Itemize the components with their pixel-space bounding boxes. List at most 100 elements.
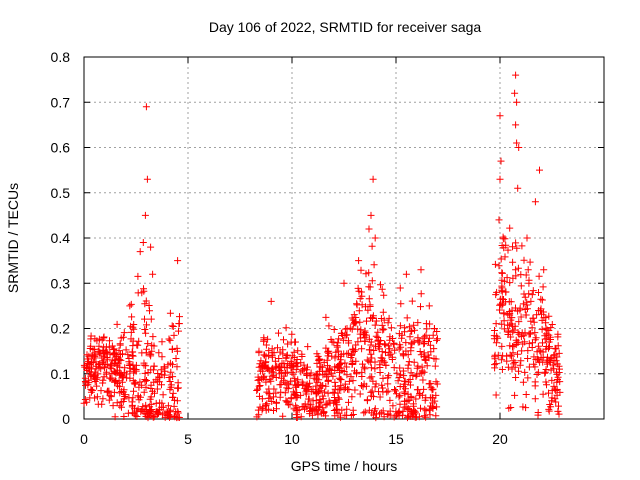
data-point	[422, 331, 430, 339]
data-point	[287, 377, 295, 385]
data-point	[125, 394, 133, 402]
data-point	[500, 277, 508, 285]
data-point	[86, 394, 94, 402]
data-point	[513, 98, 521, 106]
data-point	[116, 351, 124, 358]
data-point	[400, 388, 408, 396]
data-point	[169, 323, 177, 330]
data-point	[547, 403, 555, 411]
data-point	[313, 378, 321, 386]
x-axis-label: GPS time / hours	[291, 458, 398, 474]
data-point	[116, 402, 124, 410]
data-point	[156, 373, 164, 381]
data-point	[434, 335, 441, 343]
data-point	[315, 356, 323, 364]
data-point	[165, 374, 173, 381]
data-point	[408, 340, 415, 348]
data-point	[291, 375, 299, 383]
y-tick-label: 0	[62, 411, 70, 427]
data-point	[413, 371, 421, 379]
data-point	[406, 406, 414, 414]
data-point	[115, 377, 123, 385]
data-point	[543, 358, 551, 366]
data-point	[512, 121, 520, 129]
data-point	[385, 342, 393, 350]
data-point	[304, 343, 312, 351]
data-point	[519, 340, 527, 348]
data-point	[326, 399, 334, 407]
data-point	[421, 353, 429, 361]
data-point	[492, 391, 500, 399]
data-point	[393, 369, 401, 377]
data-point	[316, 396, 324, 404]
data-point	[134, 392, 142, 400]
data-point	[492, 291, 500, 299]
data-point	[140, 287, 148, 295]
data-point	[348, 360, 356, 367]
data-point	[514, 350, 521, 358]
data-point	[416, 369, 424, 377]
data-point	[390, 339, 398, 347]
data-points	[80, 71, 564, 422]
data-point	[322, 313, 330, 321]
data-point	[531, 382, 539, 390]
data-point	[324, 389, 332, 397]
data-point	[503, 357, 511, 365]
data-point	[290, 348, 298, 356]
data-point	[174, 257, 182, 265]
data-point	[282, 354, 290, 362]
data-point	[361, 327, 369, 335]
data-point	[150, 362, 158, 370]
data-point	[496, 175, 504, 183]
data-point	[331, 412, 339, 420]
data-point	[117, 371, 125, 379]
data-point	[272, 399, 280, 407]
data-point	[259, 362, 267, 370]
data-point	[314, 411, 322, 419]
data-point	[317, 363, 325, 371]
data-point	[95, 342, 103, 350]
data-point	[324, 348, 331, 356]
data-point	[103, 349, 111, 357]
data-point	[380, 413, 388, 421]
data-point	[341, 380, 349, 388]
data-point	[167, 406, 174, 414]
data-point	[147, 393, 155, 401]
data-point	[355, 287, 363, 295]
data-point	[292, 383, 300, 391]
data-point	[280, 360, 288, 367]
data-point	[527, 297, 535, 305]
data-point	[104, 387, 112, 395]
data-point	[256, 392, 263, 400]
data-point	[502, 288, 510, 296]
data-point	[422, 413, 430, 421]
data-point	[500, 296, 507, 303]
data-point	[340, 279, 348, 287]
data-point	[509, 243, 516, 251]
data-point	[348, 350, 356, 358]
data-point	[170, 402, 178, 410]
data-point	[404, 414, 411, 422]
data-point	[535, 272, 543, 280]
data-point	[500, 309, 508, 317]
data-point	[256, 382, 264, 389]
data-point	[329, 372, 337, 380]
data-point	[539, 390, 547, 398]
data-point	[545, 312, 553, 320]
data-point	[142, 103, 150, 111]
data-point	[339, 332, 346, 339]
data-point	[88, 386, 96, 394]
data-point	[368, 277, 376, 285]
data-point	[325, 322, 333, 330]
data-point	[168, 345, 176, 353]
data-point	[363, 317, 370, 325]
data-point	[255, 363, 263, 371]
data-point	[524, 347, 532, 355]
data-point	[339, 336, 347, 344]
data-point	[128, 313, 136, 321]
data-point	[87, 332, 95, 340]
data-point	[425, 302, 433, 310]
data-point	[507, 404, 515, 411]
data-point	[282, 369, 289, 377]
data-point	[169, 373, 177, 381]
